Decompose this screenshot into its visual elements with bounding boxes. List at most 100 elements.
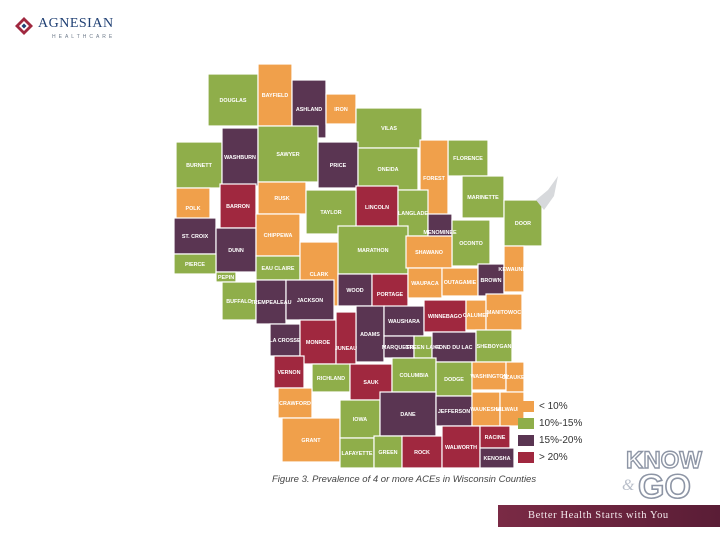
county-label: OUTAGAMIE — [444, 280, 477, 286]
legend-swatch — [518, 418, 534, 429]
county-label: GRANT — [301, 438, 321, 444]
county-label: WINNEBAGO — [428, 314, 462, 320]
county-jefferson — [435, 395, 473, 427]
county-label: DOUGLAS — [220, 98, 247, 104]
county-label: MILWAUKEE — [496, 407, 529, 413]
county-label: WOOD — [346, 288, 363, 294]
county-label: MARATHON — [357, 248, 388, 254]
county-label: LA CROSSE — [269, 338, 301, 344]
county-label: BARRON — [226, 204, 250, 210]
county-waukesha — [471, 391, 501, 427]
county-washburn — [221, 127, 259, 187]
legend-label: < 10% — [539, 401, 568, 412]
county-label: ADAMS — [360, 332, 380, 338]
county-label: MANITOWOC — [487, 310, 521, 316]
county-label: BAYFIELD — [262, 93, 289, 99]
county-shawano — [405, 235, 453, 269]
county-label: KENOSHA — [484, 456, 511, 462]
logo-subtitle: HEALTHCARE — [52, 34, 116, 40]
county-fond-du-lac — [431, 331, 477, 363]
county-wood — [337, 273, 373, 307]
county-label: PEPIN — [218, 275, 234, 281]
county-label: IOWA — [353, 417, 367, 423]
figure-caption: Figure 3. Prevalence of 4 or more ACEs i… — [272, 474, 537, 485]
brand-line1: KNOW — [626, 447, 702, 474]
county-oneida — [357, 147, 419, 191]
county-label: TREMPEALEAU — [250, 300, 291, 306]
legend-item: > 20% — [518, 449, 598, 466]
county-label: GREEN LAKE — [405, 345, 441, 351]
county-barron — [219, 183, 257, 229]
county-label: CLARK — [310, 272, 329, 278]
legend-label: 15%-20% — [539, 435, 583, 446]
county-label: DODGE — [444, 377, 464, 383]
county-label: RACINE — [485, 435, 506, 441]
county-douglas — [207, 73, 259, 127]
county-label: WALWORTH — [445, 445, 477, 451]
county-walworth — [441, 425, 481, 469]
county-label: MARINETTE — [467, 195, 499, 201]
county-kenosha — [479, 447, 515, 469]
county-label: CRAWFORD — [279, 401, 311, 407]
county-label: ASHLAND — [296, 107, 322, 113]
county-label: FOND DU LAC — [435, 345, 472, 351]
county-crawford — [277, 387, 313, 419]
county-florence — [447, 139, 489, 177]
county-rock — [401, 435, 443, 469]
county-label: PRICE — [330, 163, 347, 169]
county-label: JEFFERSON — [438, 409, 470, 415]
legend-item: < 10% — [518, 398, 598, 415]
legend: < 10% 10%-15% 15%-20% > 20% — [518, 398, 598, 466]
county-label: KEWAUNEE — [498, 267, 530, 273]
legend-label: > 20% — [539, 452, 568, 463]
county-dunn — [215, 227, 257, 273]
county-label: GREEN — [378, 450, 397, 456]
county-marathon — [337, 225, 409, 275]
county-grant — [281, 417, 341, 463]
county-rusk — [257, 181, 307, 215]
county-dodge — [435, 361, 473, 397]
ampersand-icon: & — [622, 477, 635, 494]
county-vernon — [273, 355, 305, 389]
county-vilas — [355, 107, 423, 149]
county-label: MARQUETTE — [382, 345, 417, 351]
legend-item: 10%-15% — [518, 415, 598, 432]
county-buffalo — [221, 281, 257, 321]
county-label: SAUK — [363, 380, 378, 386]
legend-swatch — [518, 435, 534, 446]
logo-name: AGNESIAN — [38, 16, 114, 31]
county-label: SAWYER — [276, 152, 299, 158]
county-label: LAFAYETTE — [342, 451, 373, 457]
county-label: OZAUKEE — [502, 375, 529, 381]
county-manitowoc — [485, 293, 523, 331]
brand-line2: GO — [638, 468, 691, 506]
county-waushara — [383, 305, 425, 337]
legend-item: 15%-20% — [518, 432, 598, 449]
county-label: PORTAGE — [377, 292, 404, 298]
county-label: FLORENCE — [453, 156, 483, 162]
county-columbia — [391, 357, 437, 393]
county-label: LANGLADE — [398, 211, 428, 217]
county-label: DUNN — [228, 248, 244, 254]
county-st-croix — [173, 217, 217, 255]
county-marinette — [461, 175, 505, 219]
county-label: FOREST — [423, 176, 446, 182]
county-kewaunee — [503, 245, 525, 293]
county-brown — [477, 263, 505, 297]
county-label: BURNETT — [186, 163, 212, 169]
county-label: VERNON — [277, 370, 300, 376]
county-outagamie — [441, 267, 479, 297]
county-waupaca — [407, 267, 443, 299]
county-label: RICHLAND — [317, 376, 345, 382]
legend-swatch — [518, 401, 534, 412]
county-monroe — [299, 319, 337, 365]
county-label: JACKSON — [297, 298, 323, 304]
legend-label: 10%-15% — [539, 418, 583, 429]
county-label: BUFFALO — [226, 299, 251, 305]
county-label: SHEBOYGAN — [477, 344, 512, 350]
county-label: EAU CLAIRE — [262, 266, 295, 272]
county-door — [503, 199, 543, 247]
county-label: TAYLOR — [320, 210, 341, 216]
wisconsin-county-map: DOUGLAS BAYFIELD ASHLAND IRON VILAS BURNETT WA… — [173, 63, 558, 469]
county-label: WAUKESHA — [470, 407, 502, 413]
